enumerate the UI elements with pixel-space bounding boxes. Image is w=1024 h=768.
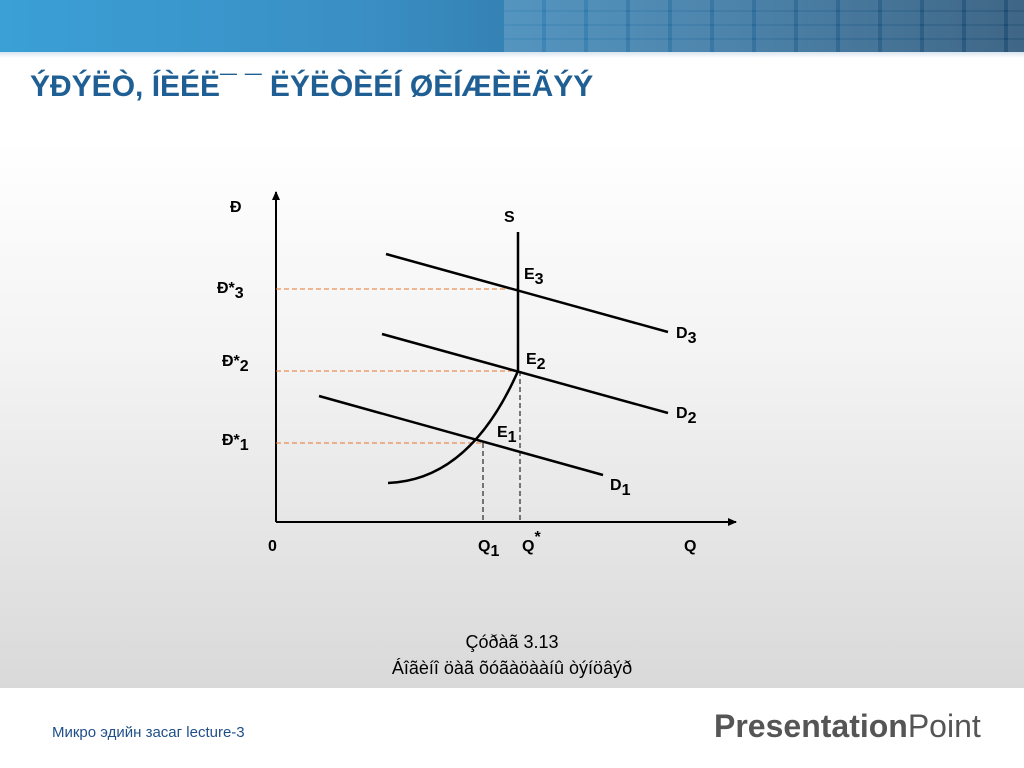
supply-label: S bbox=[504, 209, 515, 226]
demand-label-d2: D2 bbox=[676, 405, 697, 427]
header-band bbox=[0, 0, 1024, 52]
equilibrium-label-e1: E1 bbox=[497, 424, 517, 446]
slide-background bbox=[0, 140, 1024, 688]
demand-label-d3: D3 bbox=[676, 325, 697, 347]
demand-curve-d1 bbox=[318, 394, 604, 477]
figure-caption-title: Áîãèíî öàã õóãàöààíû òýíöâýð bbox=[391, 658, 633, 678]
logo-light-text: Point bbox=[907, 708, 981, 744]
quantity-label-q1: Q1 bbox=[478, 538, 499, 560]
figure-caption-number: Çóðàã 3.13 bbox=[465, 632, 559, 652]
header-divider bbox=[0, 52, 1024, 58]
slide-title: ÝÐÝËÒ, ÍÈÉË¯ ¯ ËÝËÒÈÉÍ ØÈÍÆÈËÃÝÝ bbox=[30, 70, 594, 103]
origin-label: 0 bbox=[268, 538, 277, 555]
presentationpoint-logo: PresentationPoint bbox=[714, 708, 981, 745]
price-label-3: Ð*3 bbox=[217, 280, 244, 302]
price-label-2: Ð*2 bbox=[222, 353, 249, 375]
quantity-label-qstar: Q* bbox=[522, 529, 541, 555]
logo-bold-text: Presentation bbox=[714, 708, 908, 744]
equilibrium-label-e3: E3 bbox=[524, 266, 544, 288]
price-label-1: Ð*1 bbox=[222, 432, 249, 454]
header-tile-pattern bbox=[504, 0, 1024, 52]
equilibrium-label-e2: E2 bbox=[526, 351, 546, 373]
y-axis-label: Ð bbox=[230, 199, 242, 216]
demand-label-d1: D1 bbox=[610, 477, 631, 499]
x-axis-label: Q bbox=[684, 538, 696, 555]
supply-curve bbox=[387, 232, 520, 485]
demand-curve-d3 bbox=[385, 252, 669, 334]
demand-curve-d2 bbox=[381, 332, 669, 415]
footer-course-text: Микро эдийн засаг lecture-3 bbox=[52, 724, 245, 741]
footer-band bbox=[0, 688, 1024, 768]
